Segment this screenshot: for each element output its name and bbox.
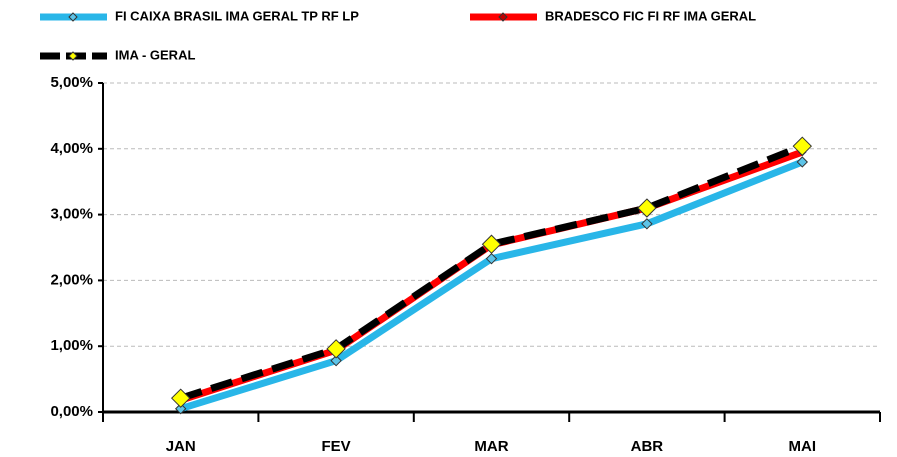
legend-label: FI CAIXA BRASIL IMA GERAL TP RF LP <box>115 8 359 23</box>
y-tick-label: 4,00% <box>50 140 93 157</box>
x-tick-label: FEV <box>322 438 351 455</box>
data-point <box>481 234 502 254</box>
data-point <box>641 218 653 230</box>
legend-marker <box>68 12 78 22</box>
data-point <box>485 252 498 265</box>
legend: FI CAIXA BRASIL IMA GERAL TP RF LP BRADES… <box>40 8 756 62</box>
y-tick-label: 3,00% <box>50 206 93 223</box>
data-point <box>796 156 809 168</box>
x-tick-label: MAR <box>474 438 508 455</box>
x-tick-label: MAI <box>789 438 817 455</box>
data-point <box>637 198 657 218</box>
data-point <box>170 388 191 408</box>
series-line <box>179 148 804 404</box>
data-point <box>792 136 813 156</box>
data-point <box>174 403 187 415</box>
series-line <box>179 142 804 402</box>
y-tick-label: 2,00% <box>50 271 93 288</box>
y-tick-label: 1,00% <box>50 337 93 354</box>
legend-marker <box>68 51 78 61</box>
x-tick-label: JAN <box>166 438 196 455</box>
legend-label: IMA - GERAL <box>115 47 195 62</box>
data-point <box>326 339 346 359</box>
data-point <box>330 354 342 367</box>
legend-marker <box>498 12 508 22</box>
y-tick-label: 5,00% <box>50 74 93 91</box>
legend-label: BRADESCO FIC FI RF IMA GERAL <box>545 8 756 23</box>
x-tick-label: ABR <box>631 438 664 455</box>
y-tick-label: 0,00% <box>50 403 93 420</box>
